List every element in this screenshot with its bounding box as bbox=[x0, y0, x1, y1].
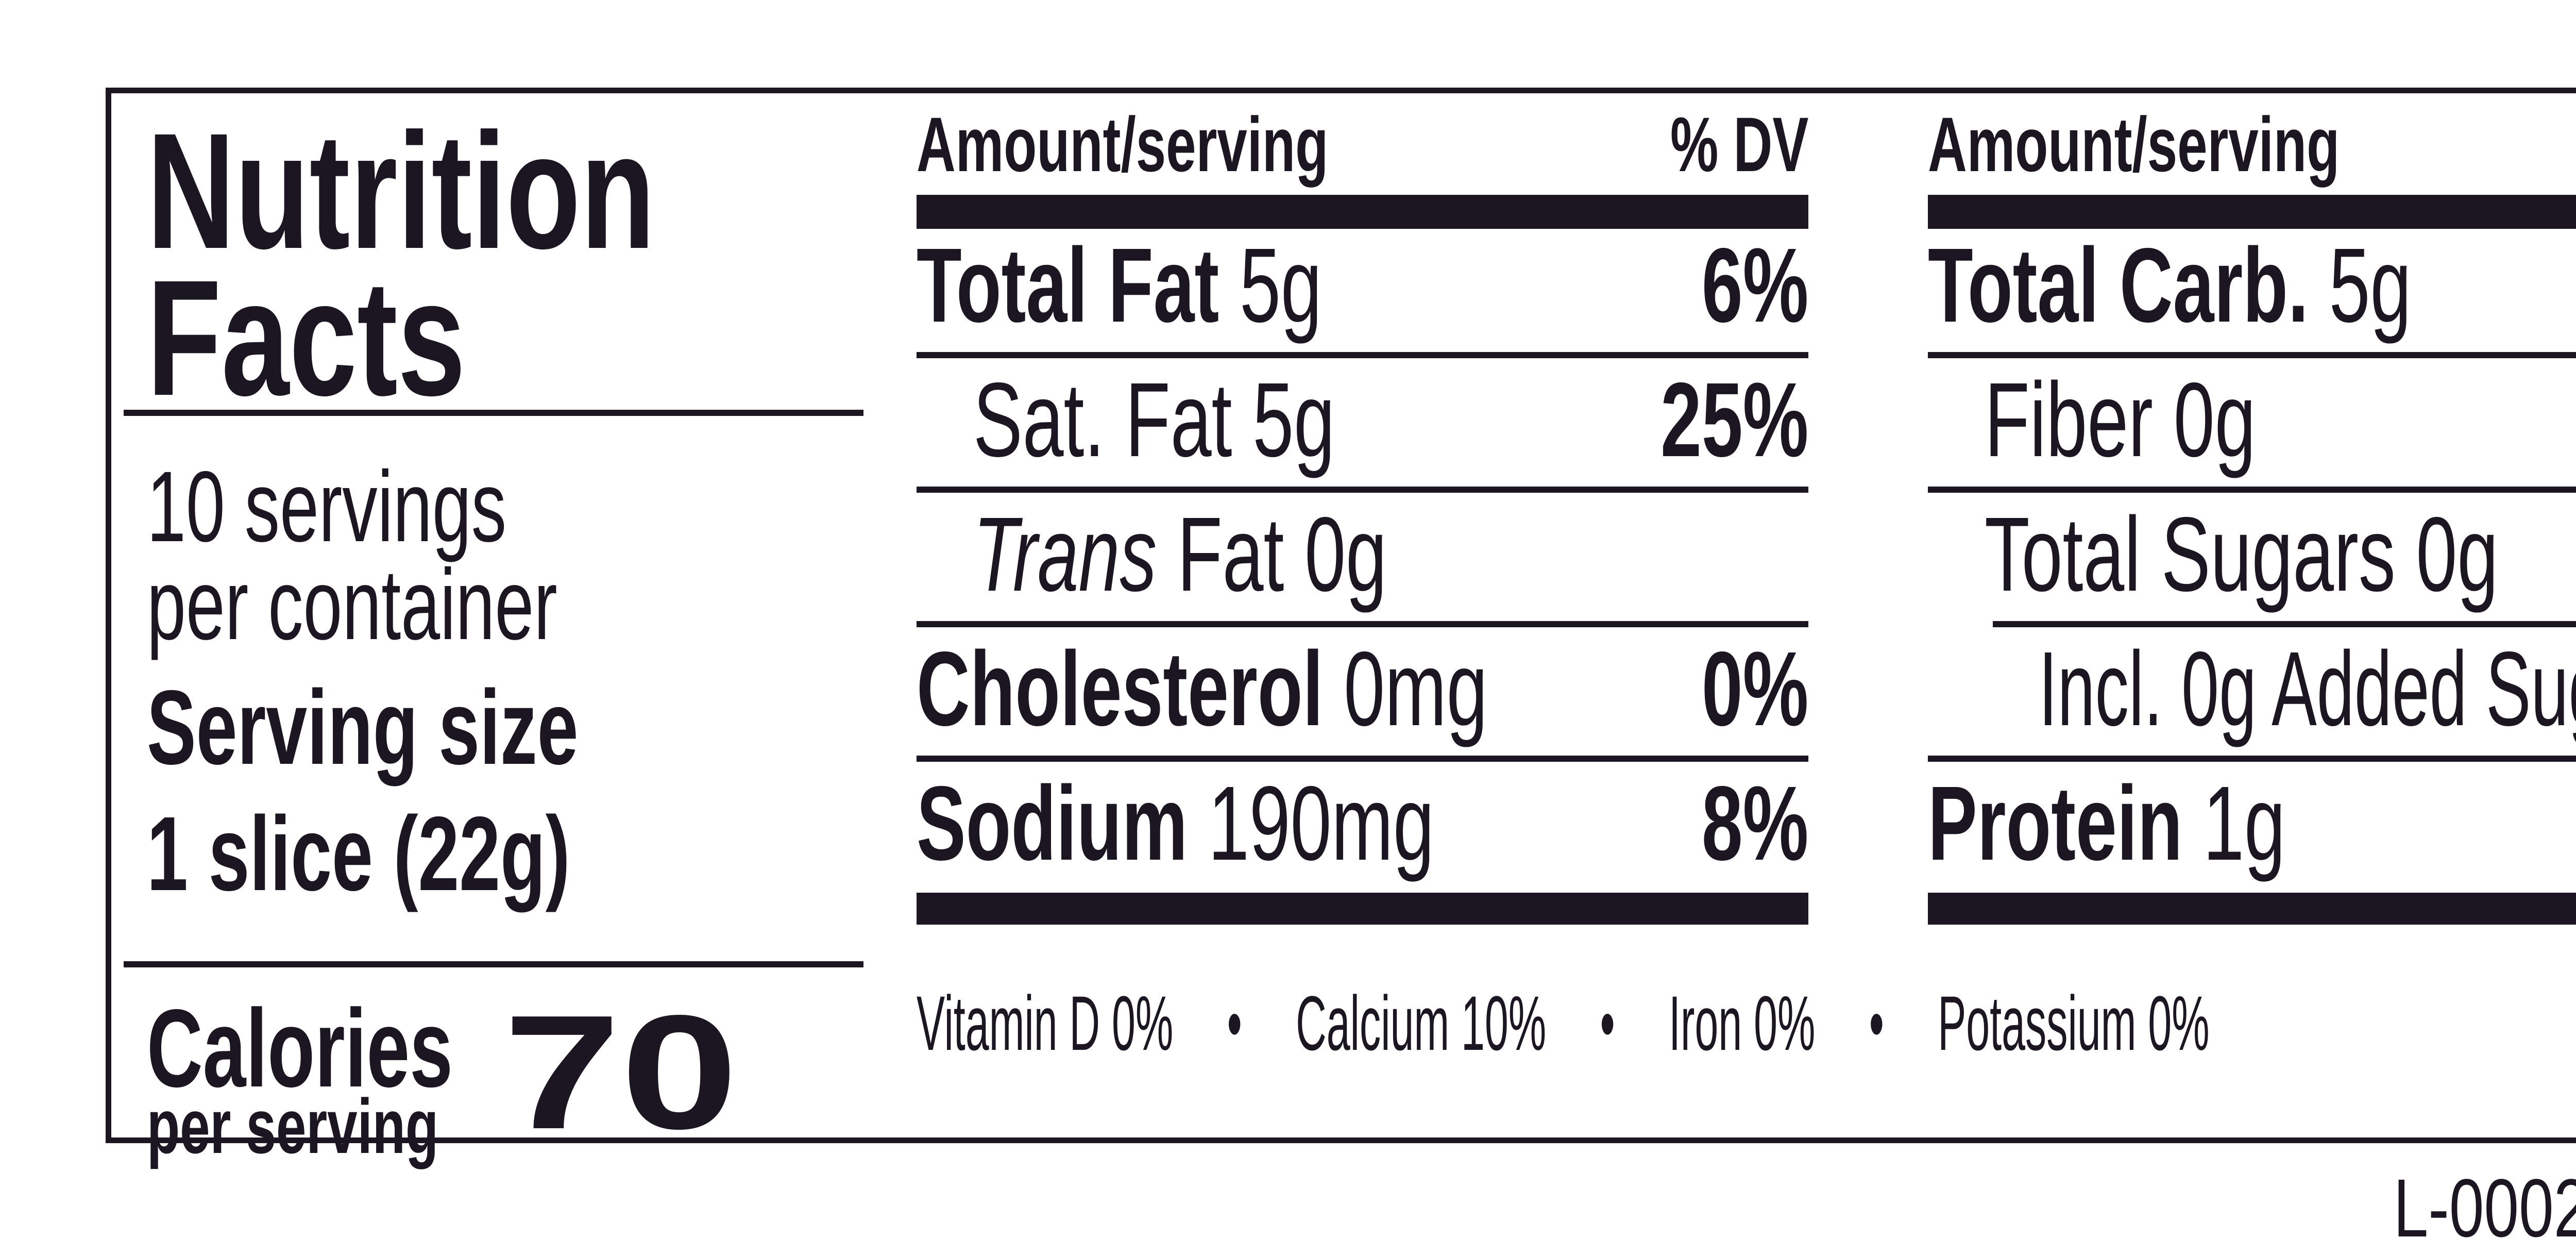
calories-value-text: 70 bbox=[503, 981, 738, 1163]
label-title-line1-text: Nutrition bbox=[147, 98, 655, 283]
footer-thick-bar bbox=[1928, 893, 2576, 925]
micronutrient-item: Calcium 10% bbox=[1296, 980, 1547, 1066]
nutrient-name: Total Fat 5g bbox=[917, 226, 1322, 344]
calories-label: Calories bbox=[147, 993, 584, 1103]
nutrient-column-fats: Amount/serving % DV Total Fat 5g 6% Sat. F… bbox=[917, 0, 1808, 1255]
servings-per-container-line2: per container bbox=[147, 548, 733, 661]
row-divider-rule bbox=[917, 352, 1808, 358]
nutrient-dv-value: 25% bbox=[1660, 361, 1808, 479]
micronutrient-item: Iron 0% bbox=[1669, 980, 1816, 1066]
nutrient-name: Fiber 0g bbox=[1985, 361, 2256, 479]
nutrient-dv-value: 6% bbox=[1701, 226, 1808, 344]
left-divider-rule-top bbox=[124, 410, 863, 416]
nutrient-name: Sat. Fat 5g bbox=[973, 361, 1335, 479]
bullet-separator: • bbox=[1227, 980, 1242, 1066]
calories-sublabel: per serving bbox=[147, 1087, 564, 1165]
footer-code-text: L-00023US 1.01 bbox=[2393, 1162, 2576, 1254]
nutrient-name: Cholesterol 0mg bbox=[917, 630, 1488, 748]
serving-size-label-text: Serving size bbox=[147, 668, 579, 787]
row-divider-rule bbox=[917, 621, 1808, 627]
servings-count: 10 servings bbox=[147, 450, 507, 563]
footer-code: L-00023US 1.01 bbox=[2249, 1167, 2576, 1249]
label-title-line2-text: Facts bbox=[147, 245, 466, 430]
column-header: Amount/serving % DV bbox=[1928, 106, 2576, 183]
header-percent-dv: % DV bbox=[1670, 101, 1808, 188]
header-amount-serving: Amount/serving bbox=[917, 101, 1329, 188]
micronutrient-row: Vitamin D 0% • Calcium 10% • Iron 0% • Potassi… bbox=[917, 984, 2576, 1062]
column-header: Amount/serving % DV bbox=[917, 106, 1808, 183]
nutrient-name: Incl. 0g Added Sugars bbox=[2039, 630, 2576, 748]
nutrient-name: Total Carb. 5g bbox=[1928, 226, 2412, 344]
row-divider-rule bbox=[1928, 352, 2576, 358]
nutrient-name: Sodium 190mg bbox=[917, 764, 1434, 882]
micronutrient-item: Potassium 0% bbox=[1938, 980, 2210, 1066]
left-divider-rule-bottom bbox=[124, 961, 863, 967]
calories-sublabel-text: per serving bbox=[147, 1083, 439, 1169]
bullet-separator: • bbox=[1600, 980, 1615, 1066]
calories-value: 70 bbox=[503, 991, 738, 1153]
serving-size-label: Serving size bbox=[147, 675, 763, 780]
row-divider-rule bbox=[917, 756, 1808, 762]
nutrient-name: Total Sugars 0g bbox=[1985, 495, 2499, 613]
serving-size-value-text: 1 slice (22g) bbox=[147, 795, 570, 913]
footer-thick-bar bbox=[917, 893, 1808, 925]
header-thick-bar bbox=[917, 195, 1808, 229]
label-title-line1: Nutrition bbox=[147, 108, 834, 273]
row-divider-rule bbox=[917, 487, 1808, 493]
servings-per-container-line1: 10 servings bbox=[147, 450, 660, 563]
header-amount-serving: Amount/serving bbox=[1928, 101, 2340, 188]
label-border bbox=[106, 88, 2576, 1143]
nutrient-name: Protein 1g bbox=[1928, 764, 2285, 882]
servings-unit: per container bbox=[147, 548, 557, 661]
calories-label-text: Calories bbox=[147, 986, 453, 1110]
row-divider-rule bbox=[1928, 756, 2576, 762]
header-thick-bar bbox=[1928, 195, 2576, 229]
row-divider-rule bbox=[1928, 487, 2576, 493]
nutrient-dv-value: 0% bbox=[1701, 630, 1808, 748]
serving-size-value: 1 slice (22g) bbox=[147, 801, 752, 907]
row-divider-rule bbox=[1993, 621, 2576, 627]
nutrient-dv-value: 8% bbox=[1701, 764, 1808, 882]
bullet-separator: • bbox=[1869, 980, 1884, 1066]
nutrient-column-carbs: Amount/serving % DV Total Carb. 5g2%Fibe… bbox=[1928, 0, 2576, 1255]
micronutrient-item: Vitamin D 0% bbox=[917, 980, 1174, 1066]
micronutrient-row-text: Vitamin D 0% • Calcium 10% • Iron 0% • Potassi… bbox=[917, 984, 2210, 1062]
label-title-line2: Facts bbox=[147, 255, 578, 420]
nutrient-name: Trans Fat 0g bbox=[973, 495, 1387, 613]
